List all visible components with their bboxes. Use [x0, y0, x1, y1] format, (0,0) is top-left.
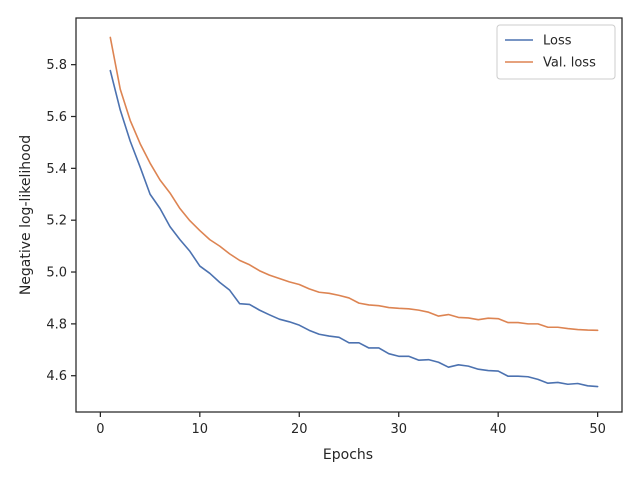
legend-label: Val. loss — [543, 56, 596, 71]
legend-label: Loss — [543, 34, 572, 49]
legend-box — [496, 24, 616, 80]
y-tick-label: 5.2 — [46, 214, 67, 229]
series-line-loss — [109, 69, 599, 388]
y-tick-label: 5.6 — [46, 110, 67, 125]
plot-frame — [75, 17, 623, 413]
x-tick-label: 40 — [490, 422, 507, 437]
series-line-val-loss — [109, 36, 599, 332]
x-tick-label: 30 — [390, 422, 407, 437]
x-axis-label: Epochs — [323, 447, 373, 463]
y-tick-label: 4.6 — [46, 369, 67, 384]
y-tick-label: 5.8 — [46, 58, 67, 73]
x-tick-label: 0 — [96, 422, 104, 437]
y-tick-label: 5.0 — [46, 266, 67, 281]
x-tick-label: 20 — [291, 422, 308, 437]
y-axis-label: Negative log-likelihood — [18, 135, 34, 295]
x-tick-label: 50 — [589, 422, 606, 437]
y-axis: 4.6 4.8 5.0 5.2 5.4 5.6 5.8 — [46, 58, 76, 384]
series-layer — [109, 36, 599, 388]
legend: Loss Val. loss — [496, 24, 616, 80]
y-tick-label: 5.4 — [46, 162, 67, 177]
x-tick-label: 10 — [192, 422, 209, 437]
plot-area — [75, 17, 623, 413]
y-tick-label: 4.8 — [46, 317, 67, 332]
x-axis: 0 10 20 30 40 50 — [96, 412, 606, 437]
